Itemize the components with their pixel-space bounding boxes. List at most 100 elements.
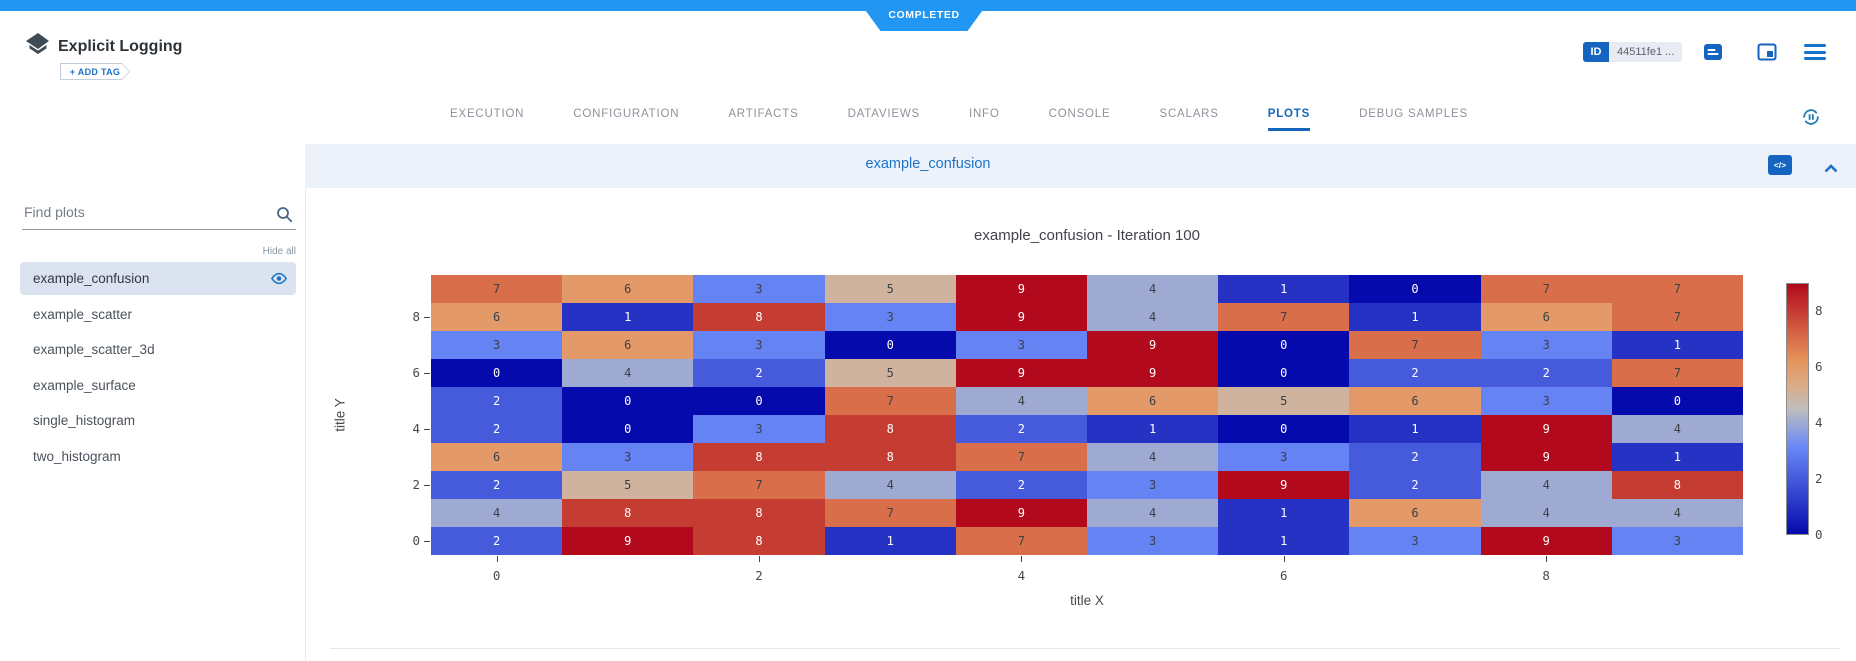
y-tick-mark	[424, 429, 430, 430]
plot-list-item-example_scatter[interactable]: example_scatter	[20, 298, 296, 331]
heatmap-cell: 7	[955, 527, 1087, 555]
tab-execution[interactable]: EXECUTION	[450, 108, 525, 120]
heatmap-cell: 3	[562, 443, 694, 471]
heatmap-cell: 6	[1349, 499, 1481, 527]
y-tick-label: 8	[412, 309, 420, 324]
details-panel-icon[interactable]	[1757, 42, 1777, 67]
y-tick-label: 2	[412, 477, 420, 492]
heatmap-cell: 7	[955, 443, 1087, 471]
heatmap-cell: 9	[1086, 331, 1219, 359]
plot-item-label: example_confusion	[33, 271, 150, 286]
chart-title: example_confusion - Iteration 100	[974, 227, 1200, 244]
heatmap-cell: 2	[1349, 359, 1481, 387]
heatmap-cell: 0	[1218, 331, 1350, 359]
tab-scalars[interactable]: SCALARS	[1159, 108, 1219, 120]
heatmap-cell: 5	[824, 275, 956, 303]
y-tick-mark	[424, 541, 430, 542]
tab-bar: EXECUTION CONFIGURATION ARTIFACTS DATAVIEWS…	[450, 108, 1468, 131]
tab-dataviews[interactable]: DATAVIEWS	[847, 108, 920, 120]
plot-item-label: example_scatter	[33, 306, 133, 322]
heatmap-cell: 7	[824, 387, 956, 415]
heatmap-cell: 3	[1218, 443, 1350, 471]
heatmap-cell: 9	[955, 359, 1087, 387]
heatmap-cell: 0	[1611, 387, 1743, 415]
heatmap-cell: 4	[562, 359, 694, 387]
y-tick-mark	[424, 317, 430, 318]
heatmap-cell: 5	[1218, 387, 1350, 415]
eye-visible-icon[interactable]	[270, 272, 288, 290]
menu-icon[interactable]	[1804, 44, 1826, 60]
heatmap-cell: 9	[955, 499, 1087, 527]
search-input[interactable]	[22, 203, 276, 221]
heatmap-cell: 1	[1218, 275, 1350, 303]
heatmap-cell: 4	[1611, 499, 1743, 527]
heatmap-cell: 0	[1349, 275, 1481, 303]
tab-artifacts[interactable]: ARTIFACTS	[728, 108, 799, 120]
tab-configuration[interactable]: CONFIGURATION	[573, 108, 680, 120]
collapse-chevron-up-icon[interactable]	[1824, 160, 1838, 178]
tab-plots[interactable]: PLOTS	[1267, 108, 1311, 131]
heatmap-cell: 9	[955, 303, 1087, 331]
comments-icon[interactable]	[1703, 42, 1723, 67]
heatmap-cell: 8	[693, 443, 825, 471]
tab-console[interactable]: CONSOLE	[1048, 108, 1111, 120]
heatmap-cell: 1	[1611, 331, 1743, 359]
plot-list-item-example_surface[interactable]: example_surface	[20, 369, 296, 402]
heatmap-cell: 3	[824, 303, 956, 331]
heatmap-cell: 0	[562, 387, 694, 415]
auto-refresh-icon[interactable]	[1800, 106, 1822, 133]
heatmap-cell: 7	[824, 499, 956, 527]
heatmap-cell: 2	[1349, 443, 1481, 471]
tab-debug-samples[interactable]: DEBUG SAMPLES	[1359, 108, 1468, 120]
heatmap-cell: 6	[562, 331, 694, 359]
heatmap-cell: 1	[1218, 527, 1350, 555]
heatmap-cell: 3	[1611, 527, 1743, 555]
plot-list-item-two_histogram[interactable]: two_histogram	[20, 440, 296, 473]
heatmap-cell: 3	[1349, 527, 1481, 555]
heatmap-cell: 8	[693, 303, 825, 331]
heatmap-cell: 9	[1218, 471, 1350, 499]
heatmap-cell: 0	[1218, 415, 1350, 443]
heatmap-cell: 4	[1086, 303, 1219, 331]
heatmap-cell: 8	[562, 499, 694, 527]
heatmap-cell: 7	[1611, 303, 1743, 331]
plot-list-item-example_confusion[interactable]: example_confusion	[20, 262, 296, 295]
plot-list-item-example_scatter_3d[interactable]: example_scatter_3d	[20, 333, 296, 366]
heatmap-cell: 1	[1349, 303, 1481, 331]
x-tick-mark	[1021, 556, 1023, 562]
heatmap-cell: 0	[693, 387, 825, 415]
x-tick-label: 6	[1280, 568, 1288, 583]
heatmap-cell: 8	[824, 415, 956, 443]
plot-panel-header	[305, 144, 1856, 188]
heatmap-cell: 1	[1218, 499, 1350, 527]
heatmap-cell: 4	[431, 499, 563, 527]
search-icon[interactable]	[276, 206, 293, 228]
embed-code-button[interactable]: </>	[1768, 155, 1792, 175]
heatmap-cell: 1	[1611, 443, 1743, 471]
heatmap-cell: 6	[1349, 387, 1481, 415]
id-value[interactable]: 44511fe1 ...	[1609, 42, 1683, 62]
colorbar-tick-label: 8	[1815, 303, 1823, 318]
heatmap-cell: 8	[693, 499, 825, 527]
heatmap-cell: 7	[1611, 275, 1743, 303]
heatmap-cell: 6	[562, 275, 694, 303]
colorbar-tick-label: 2	[1815, 471, 1823, 486]
heatmap-cell: 4	[824, 471, 956, 499]
x-tick-mark	[759, 556, 760, 562]
plot-list-item-single_histogram[interactable]: single_histogram	[20, 404, 296, 437]
sidebar-divider	[305, 188, 306, 661]
heatmap-cell: 3	[1480, 387, 1612, 415]
heatmap-cell: 6	[431, 443, 563, 471]
colorbar-tick-label: 4	[1815, 415, 1823, 430]
tab-info[interactable]: INFO	[968, 108, 1000, 120]
heatmap-cell: 0	[1218, 359, 1350, 387]
heatmap-cell: 4	[1086, 275, 1219, 303]
add-tag-button[interactable]: + ADD TAG	[60, 63, 130, 80]
heatmap-cell: 8	[693, 527, 825, 555]
hide-all-link[interactable]: Hide all	[262, 246, 296, 257]
colorbar-tick-label: 0	[1815, 527, 1823, 542]
plot-item-label: example_scatter_3d	[33, 342, 155, 358]
heatmap-cell: 2	[431, 527, 563, 555]
